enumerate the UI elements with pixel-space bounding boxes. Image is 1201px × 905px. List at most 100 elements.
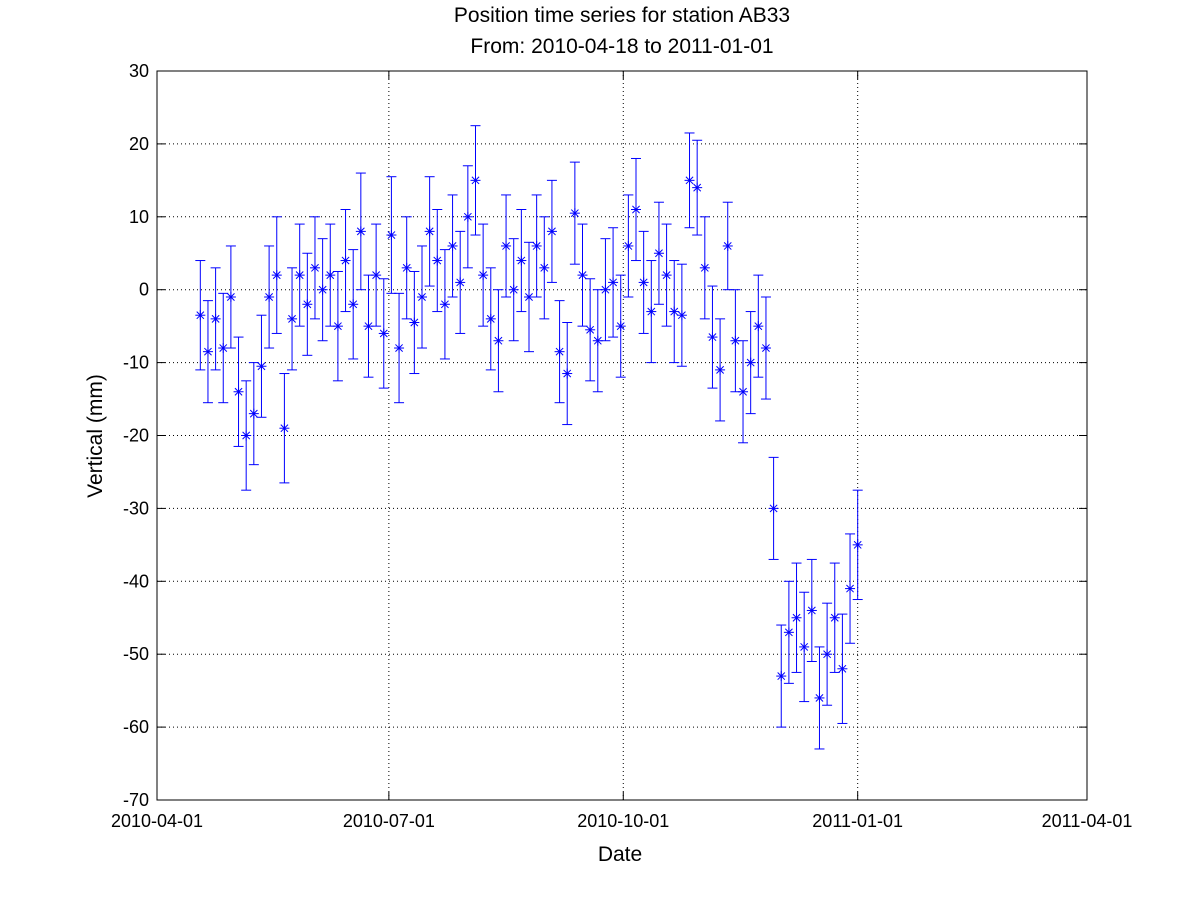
data-point — [837, 663, 848, 674]
data-point — [707, 332, 718, 343]
plot-frame — [156, 70, 1088, 801]
data-point — [768, 503, 779, 514]
data-point — [340, 255, 351, 266]
data-point — [829, 612, 840, 623]
data-point — [485, 313, 496, 324]
y-axis-label: Vertical (mm) — [84, 374, 107, 498]
data-point — [600, 284, 611, 295]
data-point — [256, 361, 267, 372]
data-point — [371, 270, 382, 281]
data-point — [248, 408, 259, 419]
data-point — [202, 346, 213, 357]
data-point — [325, 270, 336, 281]
data-point — [615, 321, 626, 332]
data-point — [722, 240, 733, 251]
data-point — [225, 291, 236, 302]
data-point — [646, 306, 657, 317]
data-point — [355, 226, 366, 237]
data-point — [363, 321, 374, 332]
data-point — [676, 310, 687, 321]
y-tick-label: 20 — [129, 134, 149, 154]
data-point — [684, 175, 695, 186]
data-point — [401, 262, 412, 273]
x-tick-label: 2010-04-01 — [111, 811, 203, 831]
data-point — [447, 240, 458, 251]
data-point — [845, 583, 856, 594]
data-point — [478, 270, 489, 281]
data-point — [753, 321, 764, 332]
x-tick-label: 2010-07-01 — [343, 811, 435, 831]
data-point — [493, 335, 504, 346]
data-point — [539, 262, 550, 273]
data-point — [264, 291, 275, 302]
y-tick-label: 30 — [129, 61, 149, 81]
data-point — [348, 299, 359, 310]
data-point — [692, 182, 703, 193]
data-point — [608, 277, 619, 288]
chart-title: Position time series for station AB33 — [454, 4, 790, 27]
data-point — [776, 671, 787, 682]
data-point — [455, 277, 466, 288]
data-point — [271, 270, 282, 281]
data-point — [218, 343, 229, 354]
data-point — [516, 255, 527, 266]
data-point — [638, 277, 649, 288]
data-point — [241, 430, 252, 441]
data-point — [317, 284, 328, 295]
data-point — [799, 641, 810, 652]
data-point — [577, 270, 588, 281]
data-point — [378, 328, 389, 339]
data-point — [554, 346, 565, 357]
data-point — [394, 343, 405, 354]
data-point — [416, 291, 427, 302]
data-point — [279, 423, 290, 434]
data-point — [302, 299, 313, 310]
data-point — [287, 313, 298, 324]
data-point — [439, 299, 450, 310]
y-tick-label: 0 — [139, 280, 149, 300]
data-point — [546, 226, 557, 237]
data-point — [791, 612, 802, 623]
data-point — [745, 357, 756, 368]
y-tick-label: -10 — [123, 353, 149, 373]
data-point — [432, 255, 443, 266]
data-point — [210, 313, 221, 324]
y-tick-label: -30 — [123, 498, 149, 518]
data-point — [806, 605, 817, 616]
y-tick-label: -70 — [123, 790, 149, 810]
data-point — [294, 270, 305, 281]
data-point — [653, 248, 664, 259]
data-point — [730, 335, 741, 346]
data-point — [386, 230, 397, 241]
data-point — [814, 692, 825, 703]
data-point — [332, 321, 343, 332]
data-point — [531, 240, 542, 251]
data-point — [760, 343, 771, 354]
data-point — [852, 539, 863, 550]
data-point — [661, 270, 672, 281]
chart-subtitle: From: 2010-04-18 to 2011-01-01 — [470, 35, 773, 58]
data-point — [195, 310, 206, 321]
data-point — [669, 306, 680, 317]
data-point — [623, 240, 634, 251]
y-tick-label: -20 — [123, 426, 149, 446]
data-point — [470, 175, 481, 186]
x-tick-label: 2011-04-01 — [1042, 811, 1133, 831]
data-point — [585, 324, 596, 335]
y-tick-label: -40 — [123, 571, 149, 591]
data-point — [501, 240, 512, 251]
data-point — [462, 211, 473, 222]
y-tick-label: 10 — [129, 207, 149, 227]
data-point — [562, 368, 573, 379]
data-point — [569, 208, 580, 219]
data-point — [233, 386, 244, 397]
x-axis-label: Date — [598, 843, 642, 866]
data-point — [309, 262, 320, 273]
data-point — [508, 284, 519, 295]
x-tick-label: 2010-10-01 — [577, 811, 669, 831]
data-point — [699, 262, 710, 273]
x-tick-label: 2011-01-01 — [812, 811, 903, 831]
